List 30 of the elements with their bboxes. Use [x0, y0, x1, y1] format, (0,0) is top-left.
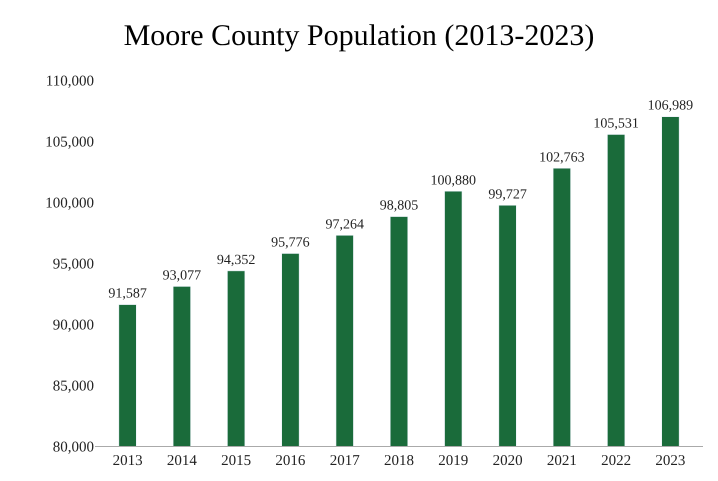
x-tick-label: 2017: [330, 453, 360, 469]
y-tick-label: 105,000: [45, 134, 94, 150]
chart-title: Moore County Population (2013-2023): [124, 19, 594, 52]
y-tick-label: 90,000: [52, 317, 94, 334]
y-tick-label: 80,000: [52, 439, 94, 456]
data-label: 99,727: [488, 187, 527, 202]
data-label: 95,776: [271, 236, 310, 251]
data-label: 106,989: [648, 98, 694, 114]
x-tick-label: 2021: [546, 453, 577, 469]
data-label: 97,264: [325, 217, 364, 232]
data-label: 94,352: [216, 252, 256, 268]
x-tick-label: 2014: [166, 453, 198, 469]
x-tick-label: 2013: [112, 453, 143, 469]
x-tick-label: 2015: [221, 453, 252, 469]
x-tick-label: 2022: [601, 453, 632, 469]
x-tick-label: 2016: [275, 453, 306, 469]
x-tick-label: 2020: [492, 453, 523, 469]
data-label: 100,880: [430, 173, 476, 188]
data-label: 93,077: [162, 268, 202, 284]
y-tick-label: 95,000: [52, 256, 94, 272]
y-tick-label: 100,000: [45, 195, 94, 212]
data-label: 91,587: [108, 286, 147, 302]
data-label: 102,763: [539, 150, 585, 166]
data-label: 105,531: [593, 116, 639, 132]
x-tick-label: 2019: [438, 453, 468, 469]
x-tick-label: 2023: [655, 453, 686, 469]
data-label: 98,805: [380, 198, 418, 214]
y-tick-label: 110,000: [46, 73, 94, 90]
y-tick-label: 85,000: [52, 378, 94, 394]
x-tick-label: 2018: [384, 453, 414, 469]
